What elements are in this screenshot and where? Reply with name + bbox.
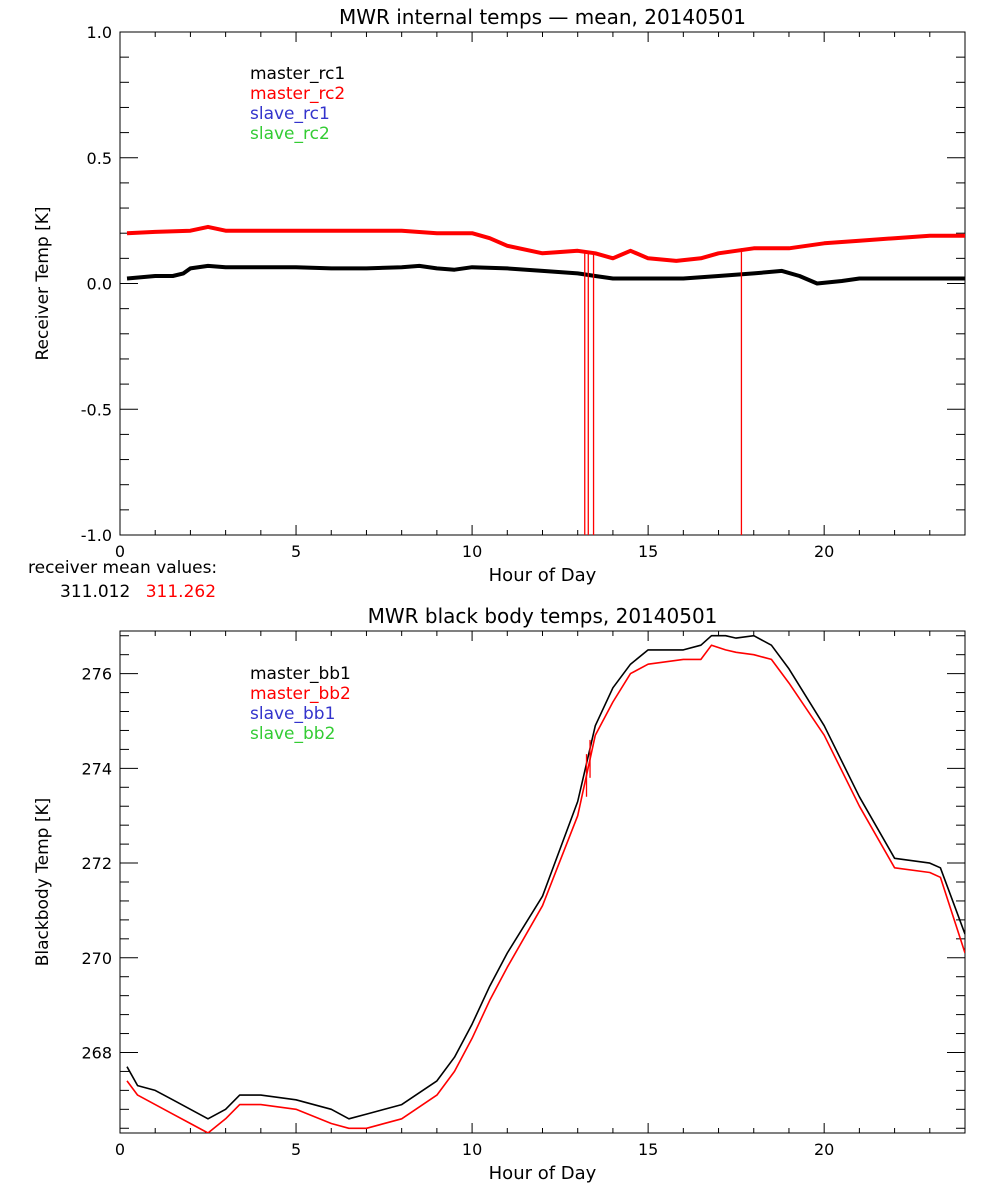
y-tick-label: 272: [81, 854, 112, 873]
plot-frame: [119, 630, 966, 1134]
legend-slave-bb2: slave_bb2: [250, 724, 335, 744]
series-master-rc2: [126, 224, 965, 263]
x-tick-label: 15: [638, 542, 658, 561]
x-tick-label: 15: [638, 1140, 658, 1159]
y-tick-label: -1.0: [81, 526, 112, 545]
chart-title: MWR internal temps — mean, 20140501: [339, 5, 746, 29]
chart-title: MWR black body temps, 20140501: [368, 604, 718, 628]
legend-master-bb1: master_bb1: [250, 664, 351, 684]
x-tick-label: 5: [291, 542, 301, 561]
series-master-rc1: [126, 263, 965, 286]
x-tick-label: 0: [115, 1140, 125, 1159]
x-tick-label: 10: [462, 542, 482, 561]
legend-master-bb2: master_bb2: [250, 684, 351, 704]
legend-master-rc1: master_rc1: [250, 64, 345, 84]
chart-1: MWR internal temps — mean, 20140501 0 5 10 1…: [33, 5, 966, 586]
y-tick-label: 270: [81, 949, 112, 968]
receiver-mean-values: 311.012 311.262: [60, 582, 226, 602]
series-master-bb1: [126, 634, 965, 1120]
x-tick-label: 10: [462, 1140, 482, 1159]
y-tick-label: 0.0: [87, 275, 112, 294]
receiver-mean-value-2: 311.262: [145, 582, 217, 602]
y-tick-label: -0.5: [81, 400, 112, 419]
x-axis-label: Hour of Day: [489, 1163, 597, 1184]
legend-master-rc2: master_rc2: [250, 84, 345, 104]
receiver-mean-label: receiver mean values:: [28, 558, 218, 578]
legend-slave-rc1: slave_rc1: [250, 104, 330, 124]
legend-slave-rc2: slave_rc2: [250, 124, 330, 144]
y-tick-label: 0.5: [87, 149, 112, 168]
series-master-bb2: [126, 644, 965, 1133]
x-tick-label: 20: [814, 542, 834, 561]
receiver-mean-value-1: 311.012: [60, 582, 131, 602]
x-axis-label: Hour of Day: [489, 565, 597, 586]
legend-slave-bb1: slave_bb1: [250, 704, 335, 724]
y-tick-label: 268: [81, 1043, 112, 1062]
plot-frame: [119, 31, 966, 536]
y-tick-label: 274: [81, 759, 112, 778]
y-axis-label: Blackbody Temp [K]: [33, 798, 53, 967]
y-axis-label: Receiver Temp [K]: [33, 206, 53, 360]
x-tick-label: 5: [291, 1140, 301, 1159]
y-tick-label: 1.0: [87, 23, 112, 42]
y-tick-label: 276: [81, 665, 112, 684]
x-tick-label: 20: [814, 1140, 834, 1159]
x-tick-label: 0: [115, 542, 125, 561]
chart-2: MWR black body temps, 20140501 0 5 10 15 20 26…: [33, 604, 966, 1184]
